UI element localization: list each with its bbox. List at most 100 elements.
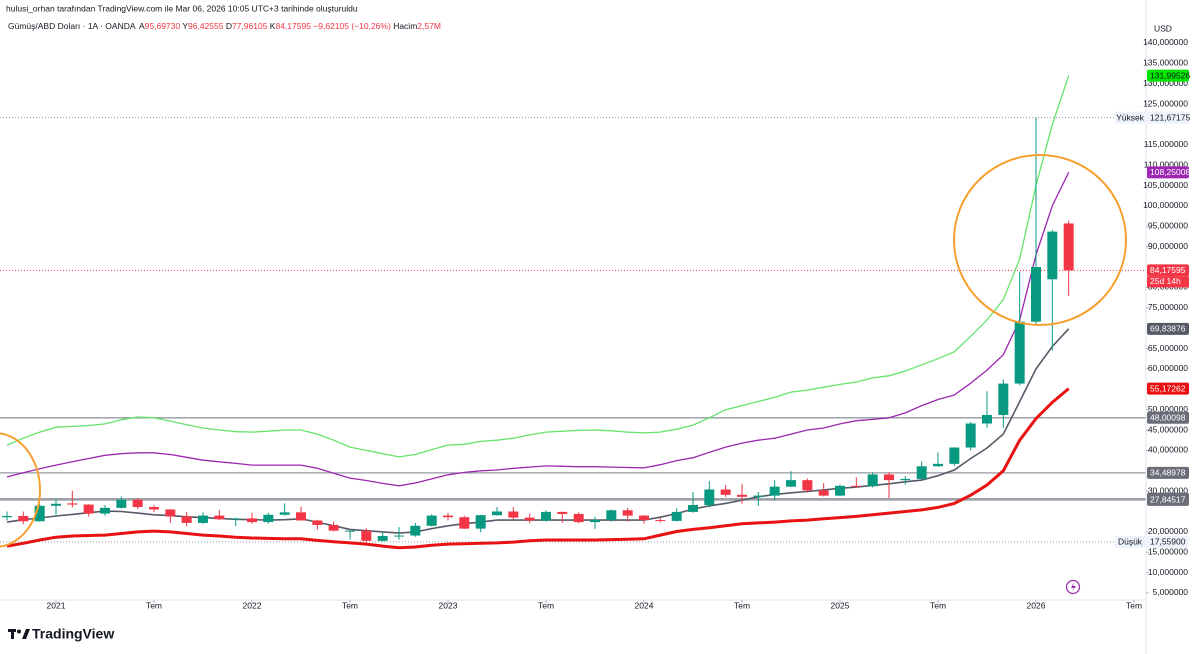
y-tick-label: 135,000000: [1143, 58, 1188, 68]
candle-body: [557, 511, 568, 514]
alert-icon-bolt: [1071, 582, 1076, 592]
candle-body: [328, 524, 339, 531]
candle-body: [410, 525, 421, 536]
x-tick-label: 2026: [1027, 600, 1046, 610]
candle-body: [165, 509, 176, 517]
candle-body: [639, 515, 650, 521]
price-label-box: [1147, 382, 1189, 395]
candle-body: [83, 504, 94, 514]
candle-body: [982, 414, 993, 424]
legend-key: K: [270, 21, 276, 31]
candle-body: [786, 480, 797, 487]
price-label-box: [1147, 111, 1189, 124]
y-tick-label: 5,000000: [1153, 587, 1189, 597]
price-label: 27,84517: [1150, 495, 1186, 505]
candle-body: [590, 520, 601, 523]
y-tick-label: 95,000000: [1148, 221, 1188, 231]
candle-body: [622, 510, 633, 516]
candle-body: [802, 480, 813, 491]
x-tick-label: 2025: [831, 600, 850, 610]
candle-body: [312, 520, 323, 525]
candle-body: [737, 494, 748, 497]
logo-shape: [17, 629, 21, 634]
annotation-circle: [953, 154, 1127, 326]
y-tick-label: 100,000000: [1143, 200, 1188, 210]
candle-body: [132, 499, 143, 508]
logo-shape: [22, 629, 30, 639]
x-tick-label: 2023: [439, 600, 458, 610]
candle-body: [949, 447, 960, 464]
candle-body: [426, 515, 437, 526]
candle-body: [769, 486, 780, 496]
candle-body: [393, 535, 404, 537]
candle-body: [475, 515, 486, 529]
candle-body: [916, 466, 927, 479]
indicator-line: [6, 75, 1070, 458]
candle-body: [524, 517, 535, 521]
legend-value: 95,69730: [145, 21, 181, 31]
countdown-box: [1147, 276, 1189, 288]
legend-value: 96,42555: [188, 21, 224, 31]
candle-body: [884, 474, 895, 481]
currency: USD: [1154, 23, 1172, 33]
price-label-box: [1147, 264, 1189, 277]
candle-body: [1031, 267, 1042, 322]
price-label-name: Yüksek: [1116, 112, 1145, 122]
candle-body: [541, 511, 552, 521]
x-tick-label: 2022: [243, 600, 262, 610]
price-label-name-box: [1115, 111, 1145, 124]
candle-body: [688, 504, 699, 512]
candle-body: [867, 474, 878, 487]
candle-body: [18, 515, 29, 522]
candle-body: [851, 485, 862, 487]
candle-body: [50, 503, 61, 506]
y-tick-label: 110,000000: [1144, 159, 1189, 169]
price-label: 17,55900: [1150, 537, 1186, 547]
indicator-line: [6, 328, 1070, 534]
candle-body: [197, 515, 208, 523]
candle-body: [116, 499, 127, 508]
countdown: 25d 14h: [1150, 276, 1181, 286]
price-label: 121,67175: [1150, 112, 1190, 122]
price-label-box: [1147, 493, 1189, 506]
y-tick-label: 50,000000: [1148, 404, 1188, 414]
y-tick-label: 60,000000: [1148, 363, 1188, 373]
candle-body: [818, 490, 829, 496]
legend-change: −9,62105 (−10,26%): [313, 21, 391, 31]
price-label-name-box: [1115, 535, 1145, 548]
price-label-name: Düşük: [1118, 537, 1143, 547]
candle-body: [1047, 231, 1058, 280]
logo-shape: [11, 629, 14, 639]
price-label-box: [1147, 411, 1189, 424]
candle-body: [606, 510, 617, 521]
legend-volume: 2,57M: [417, 21, 441, 31]
x-tick-label: 2021: [47, 600, 66, 610]
x-tick-label: Tem: [342, 600, 358, 610]
legend-symbol: Gümüş/ABD Doları · 1A · OANDA: [8, 21, 136, 31]
price-label-box: [1147, 466, 1189, 479]
candle-body: [99, 507, 110, 514]
legend-value: 77,96105: [232, 21, 268, 31]
price-label: 55,17262: [1150, 383, 1186, 393]
candle-body: [459, 517, 470, 529]
y-tick-label: 30,000000: [1148, 485, 1188, 495]
candle-body: [295, 512, 306, 521]
legend: Gümüş/ABD Doları · 1A · OANDA A95,69730 …: [8, 21, 441, 31]
y-tick-label: 45,000000: [1148, 424, 1188, 434]
candle-body: [34, 505, 45, 522]
price-label: 84,17595: [1150, 265, 1186, 275]
price-label: 131,99526: [1150, 70, 1190, 80]
legend-key: D: [226, 21, 232, 31]
y-tick-label: 115,000000: [1144, 139, 1189, 149]
candle-body: [900, 478, 911, 481]
candle-body: [998, 383, 1009, 415]
candle-body: [181, 516, 192, 523]
candle-body: [263, 514, 274, 523]
candle-body: [246, 518, 257, 523]
candle-body: [344, 530, 355, 532]
header: hulusi_orhan tarafından TradingView.com …: [6, 3, 358, 13]
x-tick-label: Tem: [538, 600, 554, 610]
x-tick-label: 2024: [635, 600, 654, 610]
candle-body: [835, 485, 846, 496]
